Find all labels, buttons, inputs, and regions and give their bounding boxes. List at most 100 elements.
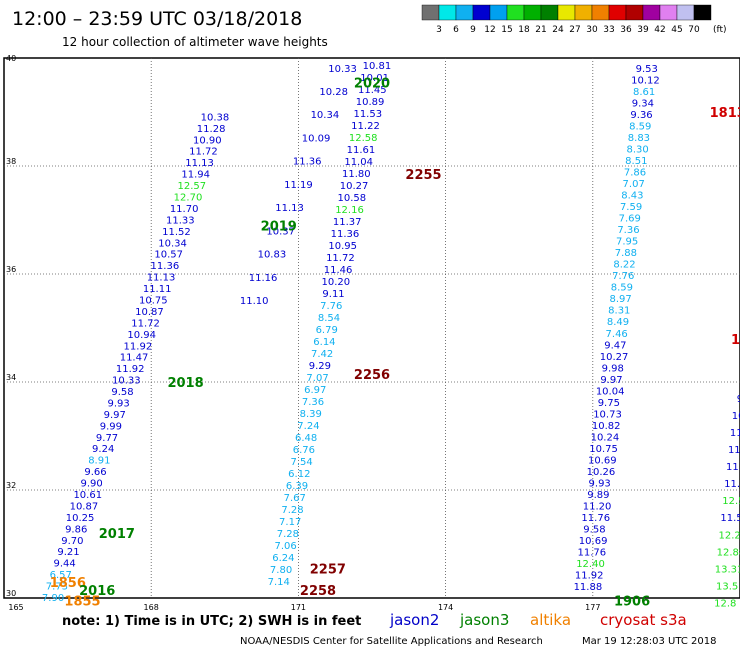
swh-value: 7.36 — [302, 397, 324, 408]
lon-tick-label: 174 — [438, 603, 453, 612]
swh-value: 9.44 — [53, 559, 75, 570]
swh-value: 8.97 — [609, 294, 631, 305]
swh-value: 7.76 — [612, 271, 634, 282]
swh-value: 11.72 — [189, 147, 218, 158]
swh-value: 9.11 — [322, 289, 344, 300]
pass-time-label: 2016 — [79, 584, 115, 599]
swh-value: 9.58 — [583, 525, 605, 536]
legend-label: 45 — [671, 25, 682, 35]
legend-swatch — [625, 4, 644, 21]
swh-value: 11.10 — [240, 296, 269, 307]
pass-time-label: 1855 — [64, 595, 100, 610]
swh-value: 11.11 — [143, 284, 172, 295]
legend-swatch — [438, 4, 457, 21]
legend-swatch — [659, 4, 678, 21]
footer-timestamp: Mar 19 12:28:03 UTC 2018 — [582, 636, 717, 647]
swh-value: 10.38 — [201, 112, 230, 123]
swh-value: 11.33 — [166, 215, 195, 226]
swh-value: 12.58 — [349, 133, 378, 144]
swh-value: 6.57 — [50, 570, 72, 581]
swh-value: 9.53 — [636, 64, 658, 75]
swh-value: 11.53 — [353, 109, 382, 120]
swh-value: 11.13 — [185, 158, 214, 169]
swh-value: 8.39 — [300, 409, 322, 420]
swh-value: 9.93 — [107, 398, 129, 409]
swh-value: 12.8 — [714, 598, 736, 609]
swh-value: 9.58 — [111, 387, 133, 398]
swh-value: 6.39 — [286, 481, 308, 492]
legend-swatch — [591, 4, 610, 21]
swh-value: 9.97 — [104, 410, 126, 421]
swh-value: 9.99 — [100, 421, 122, 432]
pass-time-label: 2256 — [354, 368, 390, 383]
legend-label: 15 — [501, 25, 512, 35]
map-frame — [3, 57, 740, 599]
swh-value: 9.86 — [65, 524, 87, 535]
track-t2016: 7.907.736.579.449.219.709.8610.2510.8710… — [42, 112, 229, 604]
swh-value: 7.07 — [306, 373, 328, 384]
swh-value: 11.61 — [347, 145, 376, 156]
swh-value: 9.21 — [57, 547, 79, 558]
swh-value: 9.75 — [598, 398, 620, 409]
legend-label: 30 — [586, 25, 598, 35]
swh-value: 10.81 — [363, 61, 392, 72]
legend-label: 24 — [552, 25, 564, 35]
swh-value: 10.61 — [73, 490, 102, 501]
lon-tick-label: 168 — [144, 603, 159, 612]
swh-value: 10.01 — [360, 73, 389, 84]
swh-value: 11.70 — [170, 204, 199, 215]
swh-value: 12.16 — [335, 205, 364, 216]
swh-value: 7.07 — [623, 179, 645, 190]
lat-tick-label: 40 — [6, 54, 16, 63]
lon-tick-label: 171 — [291, 603, 306, 612]
swh-value: 9.90 — [80, 479, 102, 490]
swh-value: 9.89 — [587, 490, 609, 501]
swh-value: 11.53 — [720, 513, 740, 524]
swh-value: 11.20 — [583, 502, 612, 513]
legend-swatch — [421, 4, 440, 21]
swh-value: 7.06 — [274, 541, 296, 552]
swh-value: 11.19 — [284, 180, 313, 191]
lat-tick-label: 34 — [6, 373, 16, 382]
swh-value: 10.57 — [154, 250, 183, 261]
swh-value: 6.76 — [293, 445, 315, 456]
swh-value: 11.13 — [275, 203, 304, 214]
swh-value: 11.16 — [249, 273, 278, 284]
swh-value: 10.20 — [322, 277, 351, 288]
swh-value: 8.30 — [626, 144, 648, 155]
swh-value: 10.75 — [139, 295, 168, 306]
legend-label: 18 — [518, 25, 530, 35]
swh-value: 12.53 — [722, 496, 740, 507]
legend-swatch — [523, 4, 542, 21]
lat-tick-label: 36 — [6, 265, 16, 274]
legend-swatch — [557, 4, 576, 21]
swh-value: 11.76 — [581, 513, 610, 524]
track-t2255: 10.8110.0111.4510.8911.5311.2212.5811.61… — [268, 61, 392, 588]
swh-value: 9.77 — [96, 433, 118, 444]
swh-value: 8.59 — [629, 121, 651, 132]
swh-value: 10.87 — [135, 307, 164, 318]
axis-ticks: 30 32 34 36 38 40 165 168 171 174 177 — [6, 54, 600, 612]
swh-value: 7.59 — [620, 202, 642, 213]
swh-value: 10.33 — [328, 64, 357, 75]
legend-swatch — [540, 4, 559, 21]
footer-note: note: 1) Time is in UTC; 2) SWH is in fe… — [62, 614, 361, 629]
legend-swatch — [574, 4, 593, 21]
legend-label: 70 — [688, 25, 700, 35]
swh-value: 10.87 — [70, 501, 99, 512]
legend-swatch — [489, 4, 508, 21]
legend-label: 36 — [620, 25, 632, 35]
swh-value: 7.88 — [615, 248, 637, 259]
swh-value: 10.04 — [596, 386, 625, 397]
swh-value: 12.21 — [719, 530, 740, 541]
pass-time-label: 1906 — [614, 595, 650, 610]
swh-value: 7.46 — [606, 329, 628, 340]
swh-value: 11.46 — [324, 265, 353, 276]
swh-value: 8.49 — [607, 317, 629, 328]
pass-time-label: 18 — [731, 333, 740, 348]
swh-value: 10.33 — [112, 376, 141, 387]
swh-value: 7.42 — [311, 349, 333, 360]
swh-value: 7.80 — [270, 565, 292, 576]
swh-value: 11.28 — [197, 124, 226, 135]
swh-value: 7.24 — [297, 421, 319, 432]
